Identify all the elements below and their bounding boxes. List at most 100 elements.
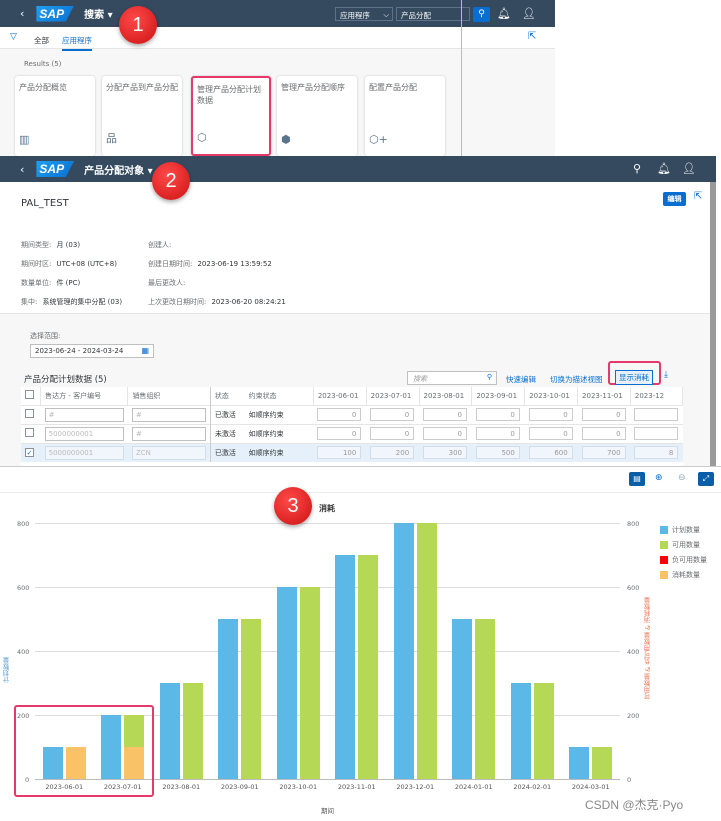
customer-input[interactable]: 5000000001 [44,445,124,460]
back-icon[interactable]: ‹ [20,162,25,176]
qty-input[interactable]: 0 [423,427,467,440]
search-icon[interactable]: ⚲ [486,373,492,381]
col-period[interactable]: 2023-06-01 [313,387,367,405]
bell-icon[interactable]: 🔔︎ [497,7,511,20]
table-row[interactable]: # # 已激活 如顺序约束 0 0 0 0 0 0 [21,404,683,424]
bar-plan[interactable] [510,683,531,779]
bar-plan[interactable] [101,715,122,779]
qty-input[interactable]: 0 [475,427,520,440]
row-checkbox-checked[interactable]: ✓ [25,448,34,458]
col-period[interactable]: 2023-09-01 [471,387,526,405]
qty-input[interactable]: 600 [528,446,573,460]
filter-icon[interactable]: ▽ [10,32,17,42]
bar-consumption[interactable] [124,747,145,779]
qty-input[interactable]: 8 [634,446,679,460]
bar-consumption[interactable] [65,747,86,779]
bar-available[interactable] [124,715,145,747]
qty-input[interactable]: 700 [581,446,626,460]
tile-manage-sequence[interactable]: 管理产品分配顺序 ⬢ [277,76,357,156]
table-row[interactable]: 5000000001 # 未激活 如顺序约束 0 0 0 0 0 0 [21,423,683,443]
col-period[interactable]: 2023-11-01 [577,387,631,405]
bar-plan[interactable] [42,747,63,779]
row-checkbox[interactable] [25,409,34,418]
table-row-selected[interactable]: ✓ 5000000001 ZCN 已激活 如顺序约束 100 200 300 5… [21,442,683,462]
legend-consumption[interactable]: 消耗数量 [660,570,707,580]
quick-edit-button[interactable]: 快速编辑 [506,375,536,384]
tile-product-allocation-overview[interactable]: 产品分配概览 ▥ [15,76,95,156]
legend-available[interactable]: 可用数量 [660,540,707,550]
bar-available[interactable] [299,587,320,779]
org-input[interactable]: # [131,426,206,441]
user-icon[interactable]: 👤︎ [522,7,536,20]
qty-input[interactable]: 0 [370,408,415,421]
zoom-in-icon[interactable]: ⊕ [655,473,663,483]
search-input[interactable]: 产品分配 [396,7,470,21]
switch-view-button[interactable]: 切换为描述视图 [550,375,603,384]
show-consumption-button[interactable]: 显示消耗 [615,370,653,385]
qty-input[interactable]: 0 [317,427,362,440]
date-range-input[interactable]: 2023-06-24 - 2024-03-24 ▦ [30,344,154,358]
col-period[interactable]: 2023-08-01 [419,387,473,405]
tab-all[interactable]: 全部 [34,36,49,45]
col-period[interactable]: 2023-10-01 [524,387,579,405]
calendar-icon[interactable]: ▦ [141,346,149,355]
bar-plan[interactable] [452,619,473,779]
row-checkbox[interactable] [25,428,34,437]
bar-plan[interactable] [393,523,414,779]
qty-input[interactable]: 0 [423,408,467,421]
qty-input[interactable]: 0 [528,427,573,440]
col-customer[interactable]: 售达方 - 客户编号 [40,387,129,405]
qty-input[interactable]: 500 [475,446,520,460]
select-all-checkbox[interactable] [21,387,42,405]
scope-select[interactable]: 应用程序 ⌵ [335,7,393,21]
legend-plan[interactable]: 计划数量 [660,525,707,535]
edit-button[interactable]: 编辑 [663,192,686,206]
qty-input[interactable]: 200 [370,446,415,460]
legend-negative[interactable]: 负可用数量 [660,555,707,565]
col-status[interactable]: 状态 [210,387,245,405]
bar-available[interactable] [533,683,554,779]
bar-available[interactable] [241,619,262,779]
tile-manage-plan-data[interactable]: 管理产品分配计划数据 ⬡ [191,76,271,156]
customer-input[interactable]: 5000000001 [44,426,124,441]
back-icon[interactable]: ‹ [20,7,25,20]
tile-configure[interactable]: 配置产品分配 ⬡+ [365,76,445,156]
qty-input[interactable]: 0 [475,408,520,421]
qty-input[interactable]: 0 [581,427,626,440]
shell-title[interactable]: 搜索 ▾ [84,10,113,21]
tab-apps[interactable]: 应用程序 [62,35,92,51]
col-sales-org[interactable]: 销售组织 [127,387,211,405]
bar-plan[interactable] [569,747,590,779]
bell-icon[interactable]: 🔔︎ [657,162,671,175]
bar-plan[interactable] [159,683,180,779]
bar-available[interactable] [182,683,203,779]
qty-input[interactable]: 0 [370,427,415,440]
scrollbar[interactable] [710,182,716,466]
col-period[interactable]: 2023-07-01 [366,387,420,405]
share-icon[interactable]: ⇱ [694,191,703,202]
bar-plan[interactable] [218,619,239,779]
bar-plan[interactable] [335,555,356,779]
qty-input[interactable] [634,427,679,440]
legend-toggle-icon[interactable]: ▤ [629,472,645,486]
qty-input[interactable]: 0 [317,408,362,421]
table-search-input[interactable]: 搜索 ⚲ [407,371,497,385]
col-constraint[interactable]: 约束状态 [244,387,314,405]
bar-available[interactable] [416,523,437,779]
zoom-out-icon[interactable]: ⊖ [678,473,686,483]
qty-input[interactable]: 100 [317,446,362,460]
bar-plan[interactable] [276,587,297,779]
share-icon[interactable]: ⇱ [528,31,537,42]
qty-input[interactable]: 0 [581,408,626,421]
bar-available[interactable] [475,619,496,779]
col-period[interactable]: 2023-12 [630,387,683,405]
qty-input[interactable]: 0 [528,408,573,421]
search-icon[interactable]: ⚲ [633,162,642,175]
org-input[interactable]: # [131,407,206,422]
customer-input[interactable]: # [44,407,124,422]
org-input[interactable]: ZCN [131,445,206,460]
shell-title[interactable]: 产品分配对象 ▾ [84,165,153,177]
qty-input[interactable] [634,408,679,421]
user-icon[interactable]: 👤︎ [682,162,696,175]
tile-assign-products[interactable]: 分配产品到产品分配 品 [102,76,182,156]
